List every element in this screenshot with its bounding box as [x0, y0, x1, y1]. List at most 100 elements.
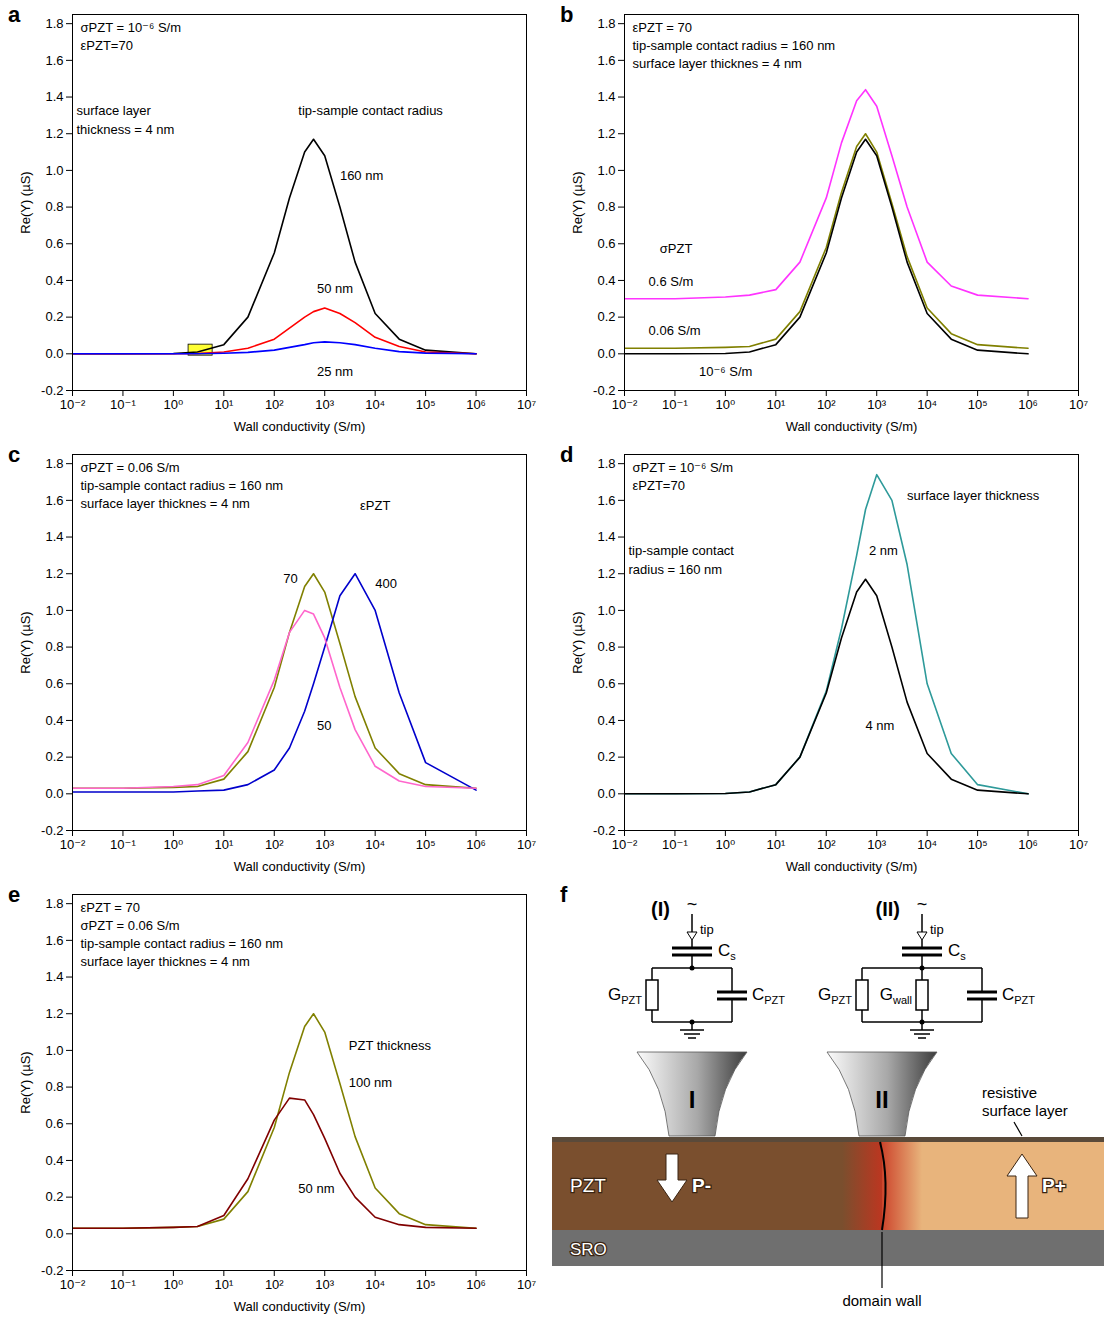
svg-text:10²: 10² [817, 837, 836, 852]
svg-text:-0.2: -0.2 [593, 383, 615, 398]
svg-text:10⁷: 10⁷ [517, 837, 536, 852]
svg-text:10⁴: 10⁴ [917, 837, 937, 852]
svg-text:0.4: 0.4 [45, 1153, 63, 1168]
svg-text:10⁵: 10⁵ [416, 837, 436, 852]
svg-text:10³: 10³ [315, 1277, 334, 1292]
svg-text:10²: 10² [265, 1277, 284, 1292]
svg-text:1.2: 1.2 [45, 566, 63, 581]
svg-text:10⁵: 10⁵ [968, 397, 988, 412]
svg-text:10⁴: 10⁴ [917, 397, 937, 412]
svg-text:4 nm: 4 nm [866, 718, 895, 733]
svg-text:10¹: 10¹ [214, 837, 233, 852]
svg-text:10⁵: 10⁵ [416, 397, 436, 412]
svg-text:10⁵: 10⁵ [416, 1277, 436, 1292]
svg-text:10⁷: 10⁷ [1069, 837, 1088, 852]
svg-text:1.0: 1.0 [45, 163, 63, 178]
svg-text:Re(Y) (µS): Re(Y) (µS) [18, 1051, 33, 1113]
svg-text:1.6: 1.6 [597, 53, 615, 68]
svg-text:0.6: 0.6 [45, 1116, 63, 1131]
svg-text:10⁻¹: 10⁻¹ [662, 397, 688, 412]
svg-text:P-: P- [692, 1175, 711, 1196]
svg-text:εPZT=70: εPZT=70 [633, 478, 685, 493]
svg-text:2 nm: 2 nm [869, 543, 898, 558]
svg-text:GPZT: GPZT [818, 985, 852, 1006]
svg-text:0.8: 0.8 [45, 1079, 63, 1094]
svg-text:10⁴: 10⁴ [365, 837, 385, 852]
svg-text:1.8: 1.8 [45, 896, 63, 911]
svg-text:1.6: 1.6 [45, 933, 63, 948]
svg-text:10¹: 10¹ [214, 397, 233, 412]
svg-text:-0.2: -0.2 [593, 823, 615, 838]
svg-text:surface layer thickness: surface layer thickness [907, 488, 1040, 503]
svg-text:1.8: 1.8 [45, 16, 63, 31]
svg-text:50 nm: 50 nm [298, 1181, 334, 1196]
svg-text:1.2: 1.2 [45, 126, 63, 141]
svg-text:10¹: 10¹ [214, 1277, 233, 1292]
svg-text:1.4: 1.4 [597, 529, 615, 544]
svg-text:0.6 S/m: 0.6 S/m [649, 274, 694, 289]
svg-text:10²: 10² [265, 837, 284, 852]
svg-text:radius = 160 nm: radius = 160 nm [628, 562, 722, 577]
svg-text:0.06 S/m: 0.06 S/m [649, 323, 701, 338]
svg-text:PZT thickness: PZT thickness [349, 1038, 432, 1053]
svg-text:1.2: 1.2 [45, 1006, 63, 1021]
svg-text:II: II [875, 1086, 888, 1113]
svg-text:1.8: 1.8 [597, 16, 615, 31]
svg-text:0.6: 0.6 [45, 676, 63, 691]
svg-text:CPZT: CPZT [1002, 985, 1035, 1006]
svg-text:10⁶: 10⁶ [1018, 837, 1038, 852]
svg-text:10⁷: 10⁷ [517, 397, 536, 412]
svg-text:0.6: 0.6 [597, 676, 615, 691]
svg-text:0.0: 0.0 [597, 346, 615, 361]
svg-text:10⁰: 10⁰ [164, 837, 184, 852]
svg-text:1.4: 1.4 [45, 969, 63, 984]
svg-text:1.6: 1.6 [45, 493, 63, 508]
svg-text:thickness = 4 nm: thickness = 4 nm [76, 122, 174, 137]
svg-text:1.4: 1.4 [597, 89, 615, 104]
svg-text:GPZT: GPZT [608, 985, 642, 1006]
svg-text:0.2: 0.2 [597, 309, 615, 324]
svg-text:surface layer: surface layer [982, 1102, 1068, 1119]
svg-text:10⁰: 10⁰ [716, 837, 736, 852]
svg-text:~: ~ [917, 894, 928, 914]
svg-text:0.4: 0.4 [45, 273, 63, 288]
svg-text:tip-sample contact radius = 16: tip-sample contact radius = 160 nm [633, 38, 836, 53]
svg-text:σPZT = 0.06 S/m: σPZT = 0.06 S/m [81, 918, 180, 933]
svg-text:Re(Y) (µS): Re(Y) (µS) [18, 611, 33, 673]
svg-text:50 nm: 50 nm [317, 281, 353, 296]
svg-text:domain wall: domain wall [842, 1292, 921, 1309]
svg-text:1.8: 1.8 [45, 456, 63, 471]
svg-text:10⁶: 10⁶ [466, 837, 486, 852]
svg-text:I: I [689, 1086, 696, 1113]
svg-text:0.8: 0.8 [45, 199, 63, 214]
svg-text:0.4: 0.4 [597, 713, 615, 728]
svg-text:Re(Y) (µS): Re(Y) (µS) [570, 171, 585, 233]
svg-text:160 nm: 160 nm [340, 168, 383, 183]
svg-text:10⁴: 10⁴ [365, 1277, 385, 1292]
svg-text:0.2: 0.2 [597, 749, 615, 764]
svg-text:0.6: 0.6 [45, 236, 63, 251]
svg-text:1.6: 1.6 [597, 493, 615, 508]
svg-text:0.8: 0.8 [597, 639, 615, 654]
svg-text:10³: 10³ [867, 397, 886, 412]
svg-text:10³: 10³ [867, 837, 886, 852]
svg-text:10⁻²: 10⁻² [612, 837, 638, 852]
svg-text:0.4: 0.4 [45, 713, 63, 728]
svg-text:10⁰: 10⁰ [164, 1277, 184, 1292]
svg-text:PZT: PZT [570, 1175, 606, 1196]
svg-text:tip-sample contact radius = 16: tip-sample contact radius = 160 nm [81, 478, 284, 493]
svg-text:1.0: 1.0 [45, 603, 63, 618]
svg-text:400: 400 [375, 576, 397, 591]
svg-text:10⁻²: 10⁻² [60, 397, 86, 412]
svg-text:tip: tip [930, 922, 944, 937]
svg-text:10⁻²: 10⁻² [60, 837, 86, 852]
svg-text:10³: 10³ [315, 837, 334, 852]
svg-text:surface layer thicknes = 4 nm: surface layer thicknes = 4 nm [81, 954, 250, 969]
svg-text:Wall conductivity (S/m): Wall conductivity (S/m) [234, 1299, 366, 1314]
svg-text:10⁻²: 10⁻² [612, 397, 638, 412]
svg-text:0.2: 0.2 [45, 1189, 63, 1204]
svg-text:10¹: 10¹ [766, 837, 785, 852]
svg-text:Cs: Cs [718, 941, 736, 962]
svg-text:1.2: 1.2 [597, 566, 615, 581]
svg-text:1.0: 1.0 [597, 163, 615, 178]
